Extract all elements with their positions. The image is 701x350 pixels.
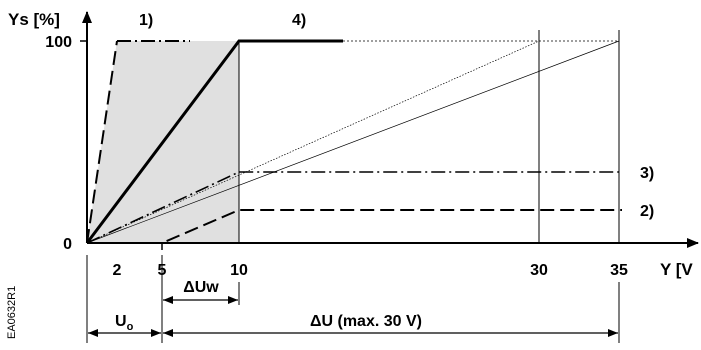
curve-4 xyxy=(85,39,343,244)
x-axis-label: Y [V xyxy=(660,260,693,279)
curve-2 xyxy=(87,209,622,244)
y-axis-label: Ys [%] xyxy=(8,10,60,29)
x-tick-30: 30 xyxy=(530,262,548,279)
y-tick-0: 0 xyxy=(63,236,72,253)
curve-label-3: 3) xyxy=(640,165,654,182)
curve-3 xyxy=(86,171,622,244)
delta-uw-label: ΔUw xyxy=(183,279,219,296)
delta-u-label: ΔU (max. 30 V) xyxy=(310,313,422,330)
curve-1-rise xyxy=(86,40,118,244)
ref-line-to-35 xyxy=(86,40,620,244)
curve-label-1: 1) xyxy=(139,12,153,29)
x-tick-10: 10 xyxy=(230,262,248,279)
x-tick-2: 2 xyxy=(113,262,122,279)
x-tick-35: 35 xyxy=(610,262,628,279)
curve-label-4: 4) xyxy=(292,12,306,29)
u0-label: Uo xyxy=(115,313,134,333)
curve-label-2: 2) xyxy=(640,203,654,220)
figure-id: EA0632R1 xyxy=(6,286,18,339)
y-tick-100: 100 xyxy=(45,34,72,51)
